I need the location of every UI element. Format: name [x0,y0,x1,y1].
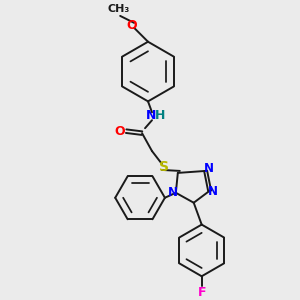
Text: S: S [159,160,169,174]
Text: N: N [208,185,218,198]
Text: F: F [197,286,206,299]
Text: N: N [168,186,178,199]
Text: O: O [114,125,124,138]
Text: CH₃: CH₃ [107,4,129,14]
Text: O: O [127,19,137,32]
Text: N: N [146,109,156,122]
Text: N: N [204,162,214,176]
Text: H: H [155,109,165,122]
